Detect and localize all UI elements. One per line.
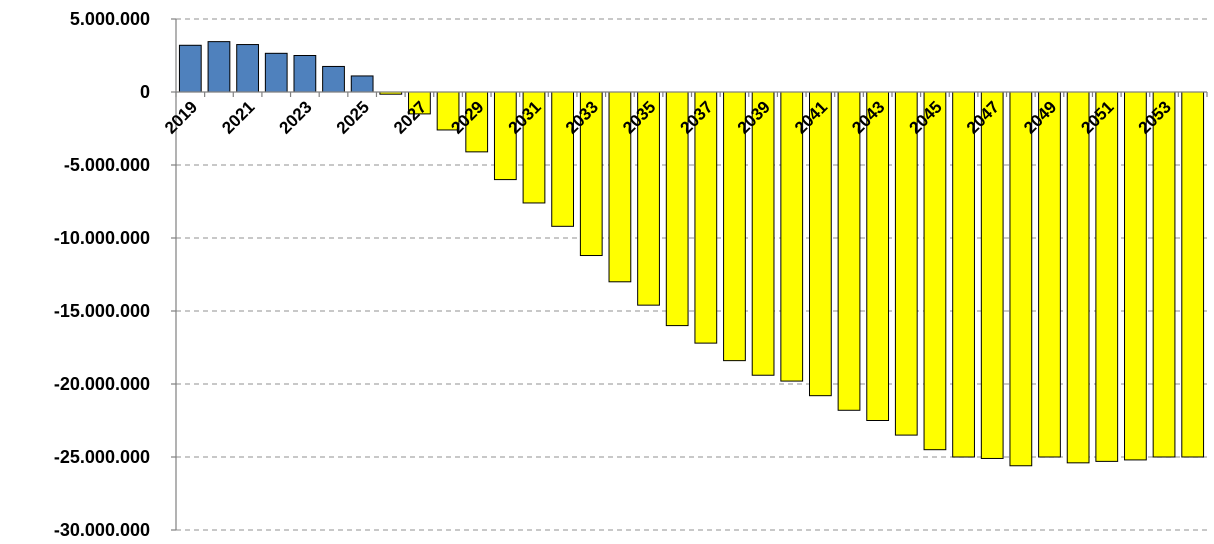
y-tick-label: -20.000.000 <box>54 374 150 394</box>
bar-2054 <box>1181 91 1205 458</box>
bar-2049 <box>1038 91 1061 458</box>
x-tick-label: 2019 <box>161 97 201 137</box>
bar-2024 <box>322 65 345 93</box>
bar-2043 <box>866 91 890 421</box>
y-tick-label: 0 <box>140 82 150 102</box>
bar-2052 <box>1124 91 1147 461</box>
y-tick-label: -25.000.000 <box>54 447 150 467</box>
bar-2021 <box>236 44 259 93</box>
bar-2025 <box>350 75 374 93</box>
bar-2051 <box>1095 91 1119 462</box>
x-tick-label: 2025 <box>333 97 373 137</box>
y-tick-label: -15.000.000 <box>54 301 150 321</box>
y-tick-label: -5.000.000 <box>64 155 150 175</box>
bar-2039 <box>751 91 775 376</box>
bar-2048 <box>1009 91 1033 467</box>
bar-2050 <box>1066 91 1090 464</box>
bar-2019 <box>178 44 202 93</box>
bar-2042 <box>837 91 861 411</box>
bar-2041 <box>808 91 832 397</box>
bar-2037 <box>694 91 718 344</box>
bar-2046 <box>952 91 975 458</box>
y-tick-label: -30.000.000 <box>54 520 150 540</box>
bar-2032 <box>551 91 575 227</box>
bar-2053 <box>1152 91 1176 458</box>
bar-2022 <box>264 52 288 93</box>
bar-2023 <box>293 55 317 93</box>
bar-2030 <box>493 91 517 181</box>
y-tick-label: -10.000.000 <box>54 228 150 248</box>
x-tick-label: 2023 <box>276 97 316 137</box>
y-tick-label: 5.000.000 <box>70 9 150 29</box>
bar-2044 <box>894 91 918 436</box>
bar-2047 <box>980 91 1004 459</box>
x-tick-label: 2021 <box>218 97 258 137</box>
bar-2045 <box>923 91 947 451</box>
bar-2040 <box>780 91 804 382</box>
bar-2020 <box>207 41 231 93</box>
